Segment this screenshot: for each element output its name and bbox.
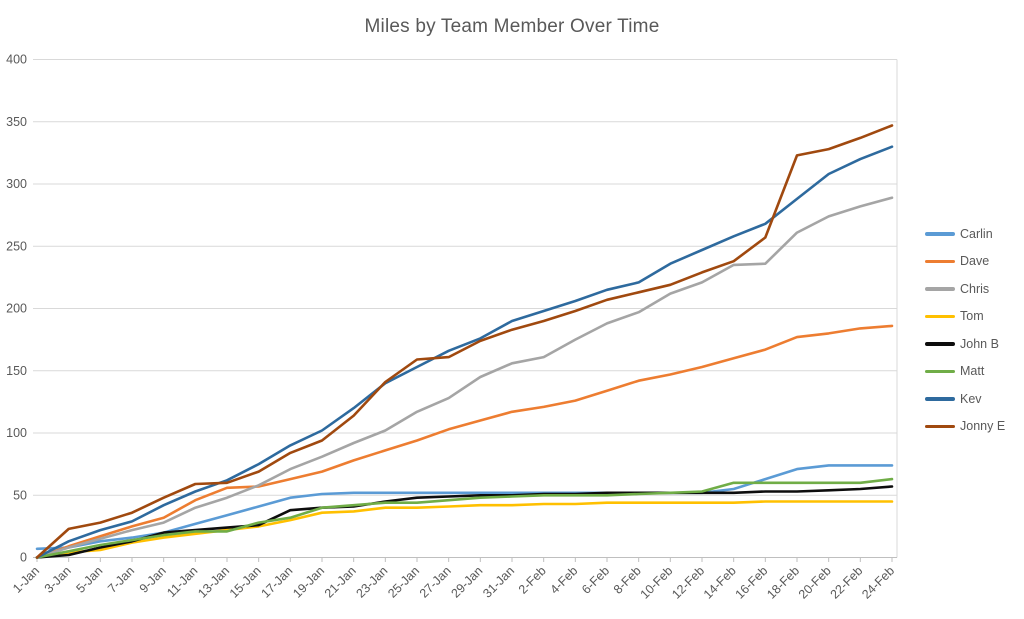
chart-title: Miles by Team Member Over Time [364, 16, 660, 37]
x-tick-label: 11-Jan [164, 564, 200, 600]
x-tick-label: 16-Feb [733, 564, 771, 602]
y-tick-label: 250 [6, 239, 27, 253]
x-tick-label: 12-Feb [669, 564, 707, 602]
y-tick-label: 50 [13, 488, 27, 502]
y-tick-label: 150 [6, 364, 27, 378]
legend-item-jonny-e[interactable]: Jonny E [925, 413, 1005, 441]
y-tick-label: 0 [20, 551, 27, 565]
x-tick-label: 27-Jan [417, 564, 454, 601]
x-tick-label: 2-Feb [516, 564, 549, 597]
legend-swatch-icon [925, 314, 955, 318]
series-line-john-b[interactable] [35, 485, 894, 559]
legend-label: Chris [960, 281, 990, 296]
x-tick-label: 29-Jan [449, 564, 486, 601]
x-tick-label: 7-Jan [105, 564, 137, 596]
x-tick-label: 18-Feb [764, 564, 802, 602]
legend-swatch-icon [925, 259, 955, 263]
x-tick-label: 23-Jan [354, 564, 391, 601]
y-tick-label: 100 [6, 426, 27, 440]
x-tick-label: 5-Jan [73, 564, 105, 596]
series-line-dave[interactable] [35, 324, 894, 559]
x-tick-label: 14-Feb [701, 564, 739, 602]
x-tick-label: 31-Jan [480, 564, 517, 601]
legend-swatch-icon [925, 424, 955, 428]
y-tick-label: 200 [6, 302, 27, 316]
y-tick-label: 400 [6, 53, 27, 67]
legend-swatch-icon [925, 232, 955, 236]
legend-item-matt[interactable]: Matt [925, 358, 1005, 386]
legend-label: Dave [960, 254, 990, 269]
legend-item-kev[interactable]: Kev [925, 385, 1005, 413]
legend-label: Matt [960, 364, 985, 379]
x-tick-label: 6-Feb [579, 564, 612, 597]
y-tick-label: 300 [6, 177, 27, 191]
x-tick-label: 21-Jan [322, 564, 359, 601]
x-tick-label: 17-Jan [259, 564, 296, 601]
series-line-jonny-e[interactable] [35, 124, 894, 559]
legend-label: Jonny E [960, 419, 1006, 434]
legend-label: Tom [960, 309, 984, 324]
y-tick-label: 350 [6, 115, 27, 129]
x-tick-label: 4-Feb [547, 564, 580, 597]
x-tick-label: 1-Jan [10, 564, 42, 596]
x-tick-label: 15-Jan [227, 564, 264, 601]
legend-item-carlin[interactable]: Carlin [925, 220, 1005, 248]
x-tick-label: 3-Jan [42, 564, 74, 596]
legend-swatch-icon [925, 397, 955, 401]
legend-swatch-icon [925, 287, 955, 291]
legend-label: Carlin [960, 226, 993, 241]
x-tick-label: 19-Jan [290, 564, 327, 601]
x-tick-label: 13-Jan [195, 564, 232, 601]
series-line-tom[interactable] [35, 500, 894, 559]
x-tick-label: 20-Feb [796, 564, 834, 602]
series-line-kev[interactable] [35, 145, 894, 559]
legend-label: John B [960, 336, 999, 351]
legend-item-tom[interactable]: Tom [925, 303, 1005, 331]
x-tick-label: 25-Jan [385, 564, 422, 601]
legend-item-chris[interactable]: Chris [925, 275, 1005, 303]
x-tick-label: 22-Feb [828, 564, 866, 602]
x-tick-label: 24-Feb [859, 564, 897, 602]
legend-swatch-icon [925, 369, 955, 373]
legend: Carlin Dave Chris Tom John B Matt Kev Jonny E [925, 220, 1005, 440]
series-line-chris[interactable] [35, 196, 894, 559]
legend-item-dave[interactable]: Dave [925, 248, 1005, 276]
legend-item-john-b[interactable]: John B [925, 330, 1005, 358]
series-line-matt[interactable] [35, 477, 894, 559]
legend-swatch-icon [925, 342, 955, 346]
legend-label: Kev [960, 391, 982, 406]
x-tick-label: 10-Feb [638, 564, 676, 602]
